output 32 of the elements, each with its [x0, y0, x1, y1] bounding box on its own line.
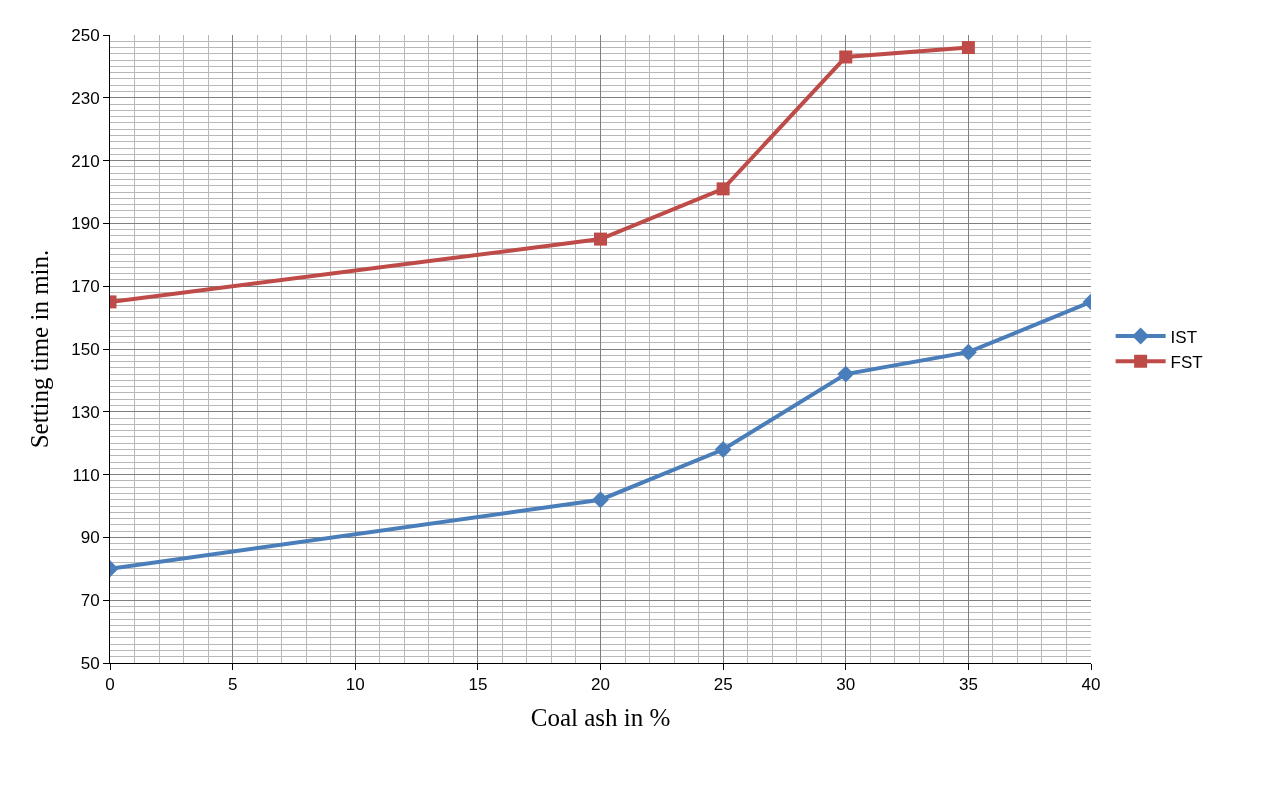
point: [592, 491, 609, 509]
x-tick-label: 40: [1081, 675, 1101, 695]
point: [714, 441, 732, 458]
x-axis-title: Coal ash in %: [530, 704, 671, 732]
point: [961, 41, 975, 55]
y-tick-label: 70: [80, 591, 100, 611]
y-tick-label: 150: [71, 339, 100, 359]
point: [959, 343, 977, 361]
legend-label: FST: [1170, 352, 1203, 372]
y-tick-label: 210: [71, 151, 100, 171]
y-tick-label: 50: [80, 653, 100, 673]
legend-label: IST: [1170, 327, 1198, 347]
point: [839, 50, 853, 64]
y-tick-label: 250: [71, 25, 100, 45]
x-tick-label: 10: [345, 675, 365, 695]
x-tick-label: 5: [227, 675, 238, 695]
x-tick-label: 30: [836, 675, 856, 695]
x-tick-label: 15: [468, 675, 488, 695]
y-tick-label: 90: [80, 528, 100, 548]
y-tick-label: 110: [72, 465, 100, 485]
y-tick-label: 190: [71, 214, 100, 234]
point: [837, 365, 855, 383]
y-axis-title: Setting time in min.: [25, 249, 53, 449]
y-tick-label: 130: [71, 402, 100, 422]
point: [594, 232, 607, 246]
x-tick-label: 25: [713, 675, 733, 695]
x-tick-label: 0: [105, 675, 115, 695]
x-tick-label: 20: [591, 675, 610, 695]
y-tick-label: 170: [71, 277, 100, 297]
point: [716, 182, 730, 196]
y-tick-label: 230: [71, 88, 100, 108]
x-tick-label: 35: [958, 675, 978, 695]
